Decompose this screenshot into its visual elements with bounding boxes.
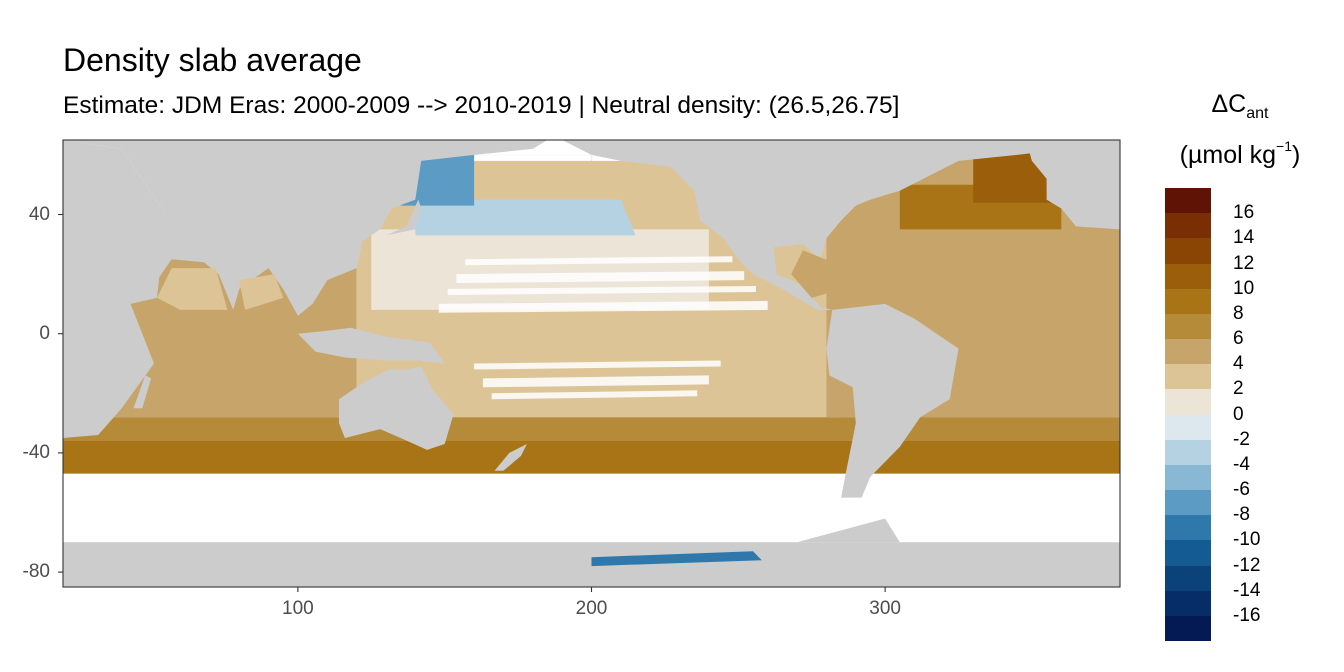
land-antarctic-peninsula [797, 518, 900, 543]
legend-label: -12 [1233, 554, 1261, 576]
land-madagascar [133, 375, 152, 409]
land-new-zealand [494, 444, 527, 471]
legend-swatch [1165, 288, 1211, 315]
ocean-southern-mid [63, 417, 1120, 441]
legend-swatch [1165, 238, 1211, 264]
legend-swatch [1165, 389, 1211, 415]
legend-label: 8 [1233, 302, 1244, 324]
legend-label: -10 [1233, 529, 1261, 551]
legend-swatch [1165, 565, 1211, 592]
land-indonesia [283, 318, 445, 364]
nodata-streak [447, 286, 756, 295]
legend-label: 10 [1233, 277, 1255, 299]
legend-colorbar [1165, 188, 1211, 642]
legend-swatch [1165, 590, 1211, 617]
ocean-southern-band [63, 438, 1120, 474]
legend-swatch [1165, 439, 1211, 466]
legend-label: 16 [1233, 202, 1255, 224]
legend-swatch [1165, 490, 1211, 516]
legend-swatch [1165, 188, 1211, 214]
legend-label: -14 [1233, 579, 1261, 601]
y-tick-label: -40 [22, 441, 50, 463]
ocean-caribbean [791, 250, 862, 298]
y-tick-label: 0 [39, 322, 50, 344]
legend-swatch [1165, 540, 1211, 566]
legend-swatch [1165, 464, 1211, 491]
ocean-bay-of-bengal [239, 274, 284, 310]
legend-label: 0 [1233, 403, 1244, 425]
legend-label: 2 [1233, 378, 1244, 400]
legend-label: -6 [1233, 479, 1250, 500]
legend-swatch [1165, 213, 1211, 239]
legend-swatch [1165, 515, 1211, 541]
legend-swatch [1165, 263, 1211, 290]
nodata-streak [482, 375, 709, 388]
legend-label: -2 [1233, 428, 1250, 450]
nodata-streak [474, 360, 721, 370]
x-tick-label: 300 [869, 598, 901, 619]
nodata-streak [465, 256, 733, 266]
legend-label: 4 [1233, 353, 1244, 375]
legend-label: 6 [1233, 328, 1244, 349]
ocean-npacific-subtropical [371, 229, 709, 310]
nodata-streak [491, 390, 698, 400]
nodata-streak [456, 271, 745, 283]
x-tick-label: 200 [575, 598, 608, 619]
land-greenland [938, 140, 1003, 155]
ocean-arabian-sea [157, 268, 228, 310]
legend-label: 14 [1233, 227, 1255, 249]
legend-title: ΔCant [1211, 90, 1269, 122]
legend-label: -4 [1233, 453, 1250, 475]
legend-swatch [1165, 414, 1211, 441]
legend-unit: (µmol kg−1) [1179, 138, 1301, 169]
y-tick-label: -80 [22, 561, 50, 583]
x-tick-label: 100 [282, 598, 314, 619]
land-mediterranean-fill [63, 214, 152, 239]
legend-label: -16 [1233, 604, 1261, 626]
land-japan [386, 199, 422, 236]
land-europe-west [1026, 140, 1120, 230]
chart-title: Density slab average [63, 42, 362, 78]
legend-swatch [1165, 313, 1211, 340]
y-tick-label: 40 [28, 203, 50, 225]
land-north-america [562, 140, 1120, 310]
land-australia [339, 366, 454, 450]
land-south-america [826, 303, 959, 498]
legend-swatch [1165, 339, 1211, 365]
legend-swatch [1165, 615, 1211, 642]
legend-label: -8 [1233, 504, 1250, 526]
legend-label: 12 [1233, 252, 1255, 274]
chart-subtitle: Estimate: JDM Eras: 2000-2009 --> 2010-2… [63, 92, 900, 119]
ocean-kuroshio [415, 199, 636, 236]
legend-swatch [1165, 364, 1211, 390]
land-eurasia [63, 140, 548, 316]
nodata-streak [438, 300, 768, 313]
ocean-antarctic-margin [591, 551, 762, 567]
